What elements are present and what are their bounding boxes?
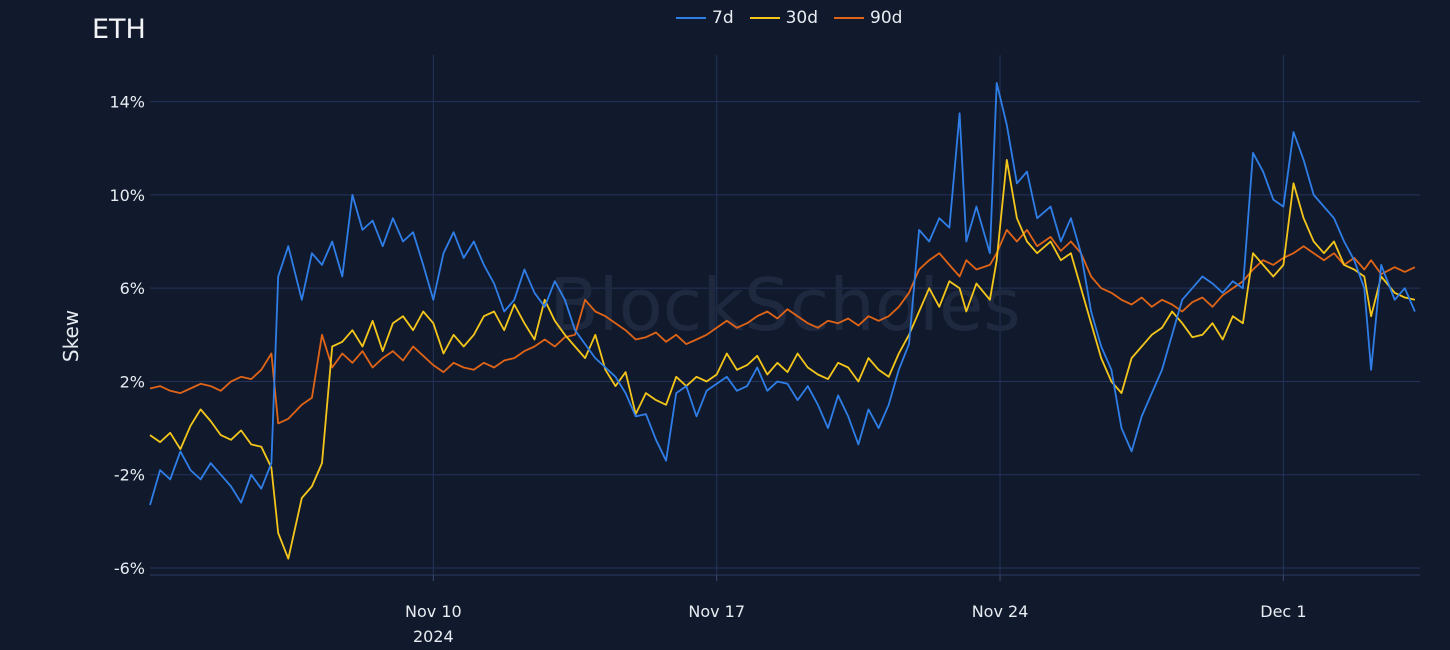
legend: 7d 30d 90d xyxy=(676,8,902,28)
y-axis-label: Skew xyxy=(59,310,83,362)
legend-item-90d[interactable]: 90d xyxy=(834,8,902,28)
legend-item-7d[interactable]: 7d xyxy=(676,8,734,28)
x-tick-sublabel: 2024 xyxy=(413,627,454,646)
x-tick-label: Dec 1 xyxy=(1260,602,1306,621)
legend-swatch-90d xyxy=(834,17,865,19)
legend-swatch-30d xyxy=(749,17,780,19)
legend-label-90d: 90d xyxy=(870,8,903,28)
legend-swatch-7d xyxy=(676,17,706,19)
y-tick-label: 10% xyxy=(109,186,145,205)
y-tick-label: -2% xyxy=(114,466,145,485)
series-lines xyxy=(149,82,1416,560)
x-tick-label: Nov 10 xyxy=(405,602,462,621)
legend-item-30d[interactable]: 30d xyxy=(749,8,819,28)
y-tick-label: 6% xyxy=(120,279,145,298)
watermark: BlockScholes xyxy=(549,263,1021,347)
y-tick-label: 14% xyxy=(109,93,145,112)
series-line-30d xyxy=(149,158,1416,560)
y-tick-label: -6% xyxy=(114,559,145,578)
legend-label-7d: 7d xyxy=(712,8,734,28)
y-tick-label: 2% xyxy=(120,372,145,391)
x-tick-label: Nov 24 xyxy=(972,602,1029,621)
x-axis-ticks: Nov 10 2024 Nov 17 Nov 24 Dec 1 xyxy=(405,575,1307,646)
legend-label-30d: 30d xyxy=(785,8,819,28)
y-axis-ticks: 14% 10% 6% 2% -2% -6% xyxy=(109,93,145,578)
x-tick-label: Nov 17 xyxy=(688,602,745,621)
chart-title: ETH xyxy=(92,14,146,45)
grid-lines xyxy=(150,55,1420,576)
series-line-7d xyxy=(149,82,1416,506)
series-line-90d xyxy=(149,228,1416,425)
